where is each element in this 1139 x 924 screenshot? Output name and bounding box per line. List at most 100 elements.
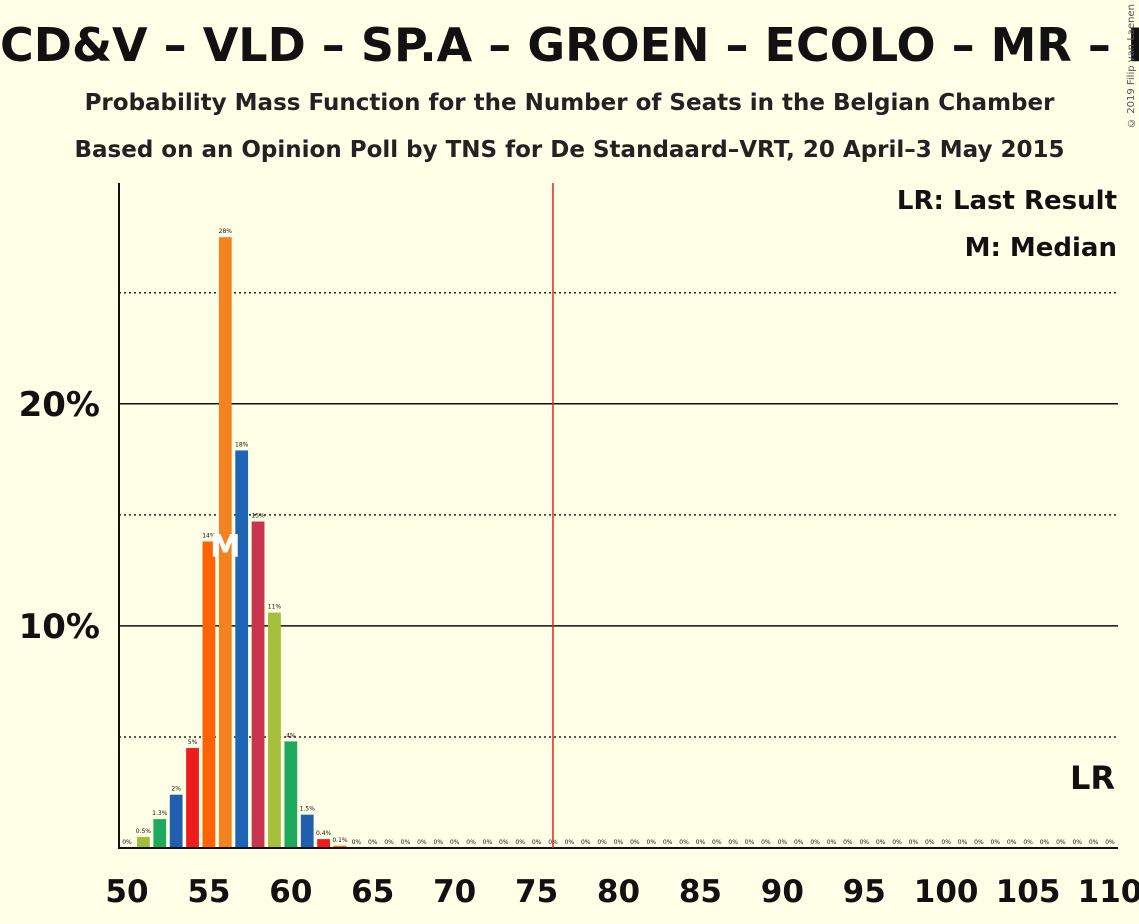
bar-value-label: 0% <box>925 839 935 846</box>
bar <box>235 450 249 848</box>
bar <box>202 541 216 848</box>
bar-value-label: 0% <box>1072 839 1082 846</box>
bar <box>153 819 167 848</box>
bar-value-label: 0% <box>565 839 575 846</box>
bar-value-label: 0% <box>450 839 460 846</box>
bar-value-label: 4% <box>286 732 296 739</box>
x-tick-label: 85 <box>679 874 722 910</box>
bar-value-label: 0% <box>991 839 1001 846</box>
bar <box>300 814 314 848</box>
bar-value-label: 0% <box>352 839 362 846</box>
bar-value-label: 0% <box>778 839 788 846</box>
bar-value-label: 0% <box>1040 839 1050 846</box>
bar-value-label: 0% <box>401 839 411 846</box>
x-tick-label: 65 <box>351 874 394 910</box>
bars <box>136 237 347 848</box>
bar-value-label: 0% <box>794 839 804 846</box>
bar-value-label: 28% <box>219 228 233 235</box>
bar <box>333 845 347 848</box>
legend-entry: LR: Last Result <box>897 186 1117 216</box>
bar-value-label: 0% <box>745 839 755 846</box>
last-result-marker: LR <box>1070 759 1115 797</box>
bar <box>218 237 232 848</box>
bar-value-label: 1.5% <box>300 806 316 813</box>
bar-value-label: 0% <box>647 839 657 846</box>
chart-title: CD&V – VLD – SP.A – GROEN – ECOLO – MR –… <box>0 18 1139 72</box>
y-tick-label: 20% <box>19 385 100 425</box>
annotations: M LR: Last Result M: Median LR <box>210 183 1117 848</box>
bar-value-label: 0% <box>941 839 951 846</box>
bar-value-label: 0% <box>909 839 919 846</box>
bar-value-label: 15% <box>251 512 265 519</box>
bar-value-label: 5% <box>188 739 198 746</box>
bar-value-label: 0% <box>532 839 542 846</box>
bar-value-label: 0% <box>368 839 378 846</box>
bar-value-label: 0% <box>712 839 722 846</box>
bar-value-label: 0% <box>417 839 427 846</box>
legend-entry: M: Median <box>965 233 1117 263</box>
bar-value-label: 0% <box>581 839 591 846</box>
bar-value-label: 0% <box>483 839 493 846</box>
median-marker: M <box>210 529 240 564</box>
bar-value-label: 0% <box>597 839 607 846</box>
chart-source-line: Based on an Opinion Poll by TNS for De S… <box>74 137 1065 163</box>
axes <box>118 183 1118 849</box>
bar-value-label: 0% <box>679 839 689 846</box>
bar-value-label: 0% <box>892 839 902 846</box>
bar-value-label: 0% <box>876 839 886 846</box>
bar-value-label: 0% <box>630 839 640 846</box>
x-tick-label: 70 <box>433 874 476 910</box>
y-tick-labels: 10% 20% <box>19 385 100 647</box>
x-tick-labels: 50 55 60 65 70 75 80 85 90 95 100 105 110 <box>105 874 1139 910</box>
bar-value-label: 0% <box>859 839 869 846</box>
bar-value-label: 1.3% <box>152 810 168 817</box>
x-tick-label: 105 <box>996 874 1061 910</box>
x-tick-label: 95 <box>843 874 886 910</box>
bar-value-label: 2% <box>171 786 181 793</box>
x-tick-label: 60 <box>269 874 312 910</box>
bar <box>169 794 183 848</box>
bar-value-label: 0.5% <box>136 828 152 835</box>
bar-value-label: 0.1% <box>332 837 348 844</box>
bar-value-label: 0% <box>663 839 673 846</box>
bar-value-label: 0% <box>761 839 771 846</box>
x-tick-label: 50 <box>105 874 148 910</box>
x-tick-label: 110 <box>1078 874 1139 910</box>
bar <box>136 836 150 848</box>
bar <box>268 612 281 848</box>
x-tick-label: 100 <box>914 874 979 910</box>
bar-value-label: 18% <box>235 441 249 448</box>
bar-value-label: 0% <box>1023 839 1033 846</box>
x-tick-label: 90 <box>761 874 804 910</box>
y-tick-label: 10% <box>19 607 100 647</box>
bar-value-label: 14% <box>202 532 216 539</box>
bar-value-label: 0% <box>728 839 738 846</box>
bar-value-label: 0% <box>810 839 820 846</box>
bar <box>317 839 330 848</box>
bar-value-label: 0% <box>696 839 706 846</box>
bar-value-label: 0% <box>843 839 853 846</box>
gridlines <box>119 291 1118 738</box>
bar-value-label: 0% <box>434 839 444 846</box>
bar-value-label: 0% <box>1105 839 1115 846</box>
x-tick-label: 80 <box>597 874 640 910</box>
bar-value-label: 0% <box>466 839 476 846</box>
bar-value-label: 0% <box>499 839 509 846</box>
bar <box>251 521 265 848</box>
chart-subtitle: Probability Mass Function for the Number… <box>84 90 1055 116</box>
bar <box>186 748 199 848</box>
bar <box>284 741 298 848</box>
bar-value-label: 0% <box>1007 839 1017 846</box>
x-tick-label: 55 <box>187 874 230 910</box>
bar-value-label: 0% <box>122 839 132 846</box>
bar-value-label: 0% <box>384 839 394 846</box>
bar-value-label: 0% <box>515 839 525 846</box>
bar-value-label: 0% <box>1089 839 1099 846</box>
bar-value-label: 0% <box>614 839 624 846</box>
bar-value-label: 11% <box>268 604 282 611</box>
bar-value-label: 0% <box>827 839 837 846</box>
bar-value-label: 0% <box>958 839 968 846</box>
bar-value-label: 0.4% <box>316 830 332 837</box>
bar-value-label: 0% <box>974 839 984 846</box>
